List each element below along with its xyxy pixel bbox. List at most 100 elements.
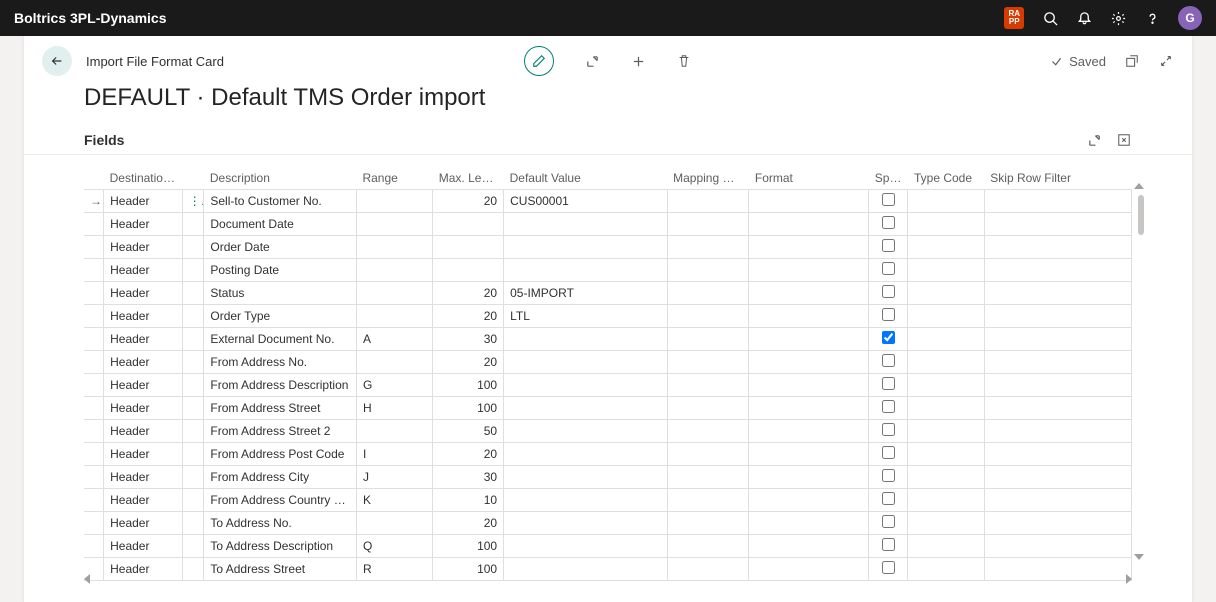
cell-split-doc[interactable]: [869, 534, 908, 557]
cell-max-length[interactable]: 100: [433, 373, 504, 396]
cell-destination-table[interactable]: Header: [104, 465, 182, 488]
table-row[interactable]: HeaderStatus2005-IMPORT: [84, 281, 1132, 304]
cell-default-value[interactable]: [504, 488, 668, 511]
cell-range[interactable]: [356, 419, 432, 442]
cell-skip-row-filter[interactable]: [984, 534, 1131, 557]
delete-icon[interactable]: [676, 53, 692, 69]
cell-range[interactable]: Q: [356, 534, 432, 557]
cell-default-value[interactable]: [504, 534, 668, 557]
cell-type-code[interactable]: [908, 373, 984, 396]
cell-mapping-code[interactable]: [667, 534, 749, 557]
cell-split-doc[interactable]: [869, 235, 908, 258]
cell-mapping-code[interactable]: [667, 396, 749, 419]
row-menu-button[interactable]: [182, 258, 204, 281]
row-menu-button[interactable]: [182, 465, 204, 488]
cell-range[interactable]: [356, 304, 432, 327]
cell-destination-table[interactable]: Header: [104, 534, 182, 557]
cell-default-value[interactable]: [504, 442, 668, 465]
cell-skip-row-filter[interactable]: [984, 189, 1131, 212]
cell-type-code[interactable]: [908, 396, 984, 419]
split-doc-checkbox[interactable]: [882, 308, 895, 321]
cell-destination-table[interactable]: Header: [104, 350, 182, 373]
table-row[interactable]: HeaderTo Address StreetR100: [84, 557, 1132, 580]
table-row[interactable]: HeaderFrom Address DescriptionG100: [84, 373, 1132, 396]
edit-button[interactable]: [524, 46, 554, 76]
cell-description[interactable]: Posting Date: [204, 258, 357, 281]
cell-split-doc[interactable]: [869, 212, 908, 235]
scroll-up-arrow[interactable]: [1134, 183, 1144, 189]
cell-max-length[interactable]: [433, 212, 504, 235]
table-row[interactable]: HeaderFrom Address Post CodeI20: [84, 442, 1132, 465]
cell-range[interactable]: A: [356, 327, 432, 350]
cell-mapping-code[interactable]: [667, 258, 749, 281]
table-row[interactable]: HeaderTo Address DescriptionQ100: [84, 534, 1132, 557]
cell-default-value[interactable]: [504, 212, 668, 235]
row-menu-button[interactable]: [182, 212, 204, 235]
cell-range[interactable]: [356, 258, 432, 281]
cell-split-doc[interactable]: [869, 373, 908, 396]
cell-default-value[interactable]: CUS00001: [504, 189, 668, 212]
split-doc-checkbox[interactable]: [882, 469, 895, 482]
cell-split-doc[interactable]: [869, 304, 908, 327]
cell-split-doc[interactable]: [869, 396, 908, 419]
table-row[interactable]: HeaderOrder Date: [84, 235, 1132, 258]
cell-format[interactable]: [749, 327, 869, 350]
cell-format[interactable]: [749, 442, 869, 465]
cell-mapping-code[interactable]: [667, 327, 749, 350]
cell-range[interactable]: [356, 350, 432, 373]
share-icon[interactable]: [584, 53, 600, 69]
cell-format[interactable]: [749, 488, 869, 511]
table-row[interactable]: →Header⋮Sell-to Customer No.20CUS00001: [84, 189, 1132, 212]
cell-skip-row-filter[interactable]: [984, 442, 1131, 465]
cell-max-length[interactable]: 20: [433, 350, 504, 373]
cell-format[interactable]: [749, 557, 869, 580]
table-row[interactable]: HeaderExternal Document No.A30: [84, 327, 1132, 350]
cell-range[interactable]: H: [356, 396, 432, 419]
cell-max-length[interactable]: 20: [433, 189, 504, 212]
cell-destination-table[interactable]: Header: [104, 281, 182, 304]
cell-skip-row-filter[interactable]: [984, 419, 1131, 442]
table-row[interactable]: HeaderFrom Address Street 250: [84, 419, 1132, 442]
collapse-icon[interactable]: [1158, 53, 1174, 69]
split-doc-checkbox[interactable]: [882, 515, 895, 528]
row-menu-button[interactable]: [182, 235, 204, 258]
app-launcher-badge[interactable]: RA PP: [1004, 7, 1024, 29]
cell-max-length[interactable]: 20: [433, 442, 504, 465]
cell-max-length[interactable]: 100: [433, 557, 504, 580]
cell-description[interactable]: From Address City: [204, 465, 357, 488]
col-default-value[interactable]: Default Value: [504, 155, 668, 189]
cell-type-code[interactable]: [908, 534, 984, 557]
cell-type-code[interactable]: [908, 350, 984, 373]
cell-type-code[interactable]: [908, 419, 984, 442]
cell-mapping-code[interactable]: [667, 488, 749, 511]
split-doc-checkbox[interactable]: [882, 262, 895, 275]
cell-skip-row-filter[interactable]: [984, 488, 1131, 511]
cell-description[interactable]: From Address Post Code: [204, 442, 357, 465]
cell-format[interactable]: [749, 396, 869, 419]
cell-mapping-code[interactable]: [667, 442, 749, 465]
cell-max-length[interactable]: 30: [433, 327, 504, 350]
split-doc-checkbox[interactable]: [882, 193, 895, 206]
pop-out-icon[interactable]: [1124, 53, 1140, 69]
cell-format[interactable]: [749, 212, 869, 235]
cell-range[interactable]: G: [356, 373, 432, 396]
row-menu-button[interactable]: [182, 304, 204, 327]
new-icon[interactable]: [630, 53, 646, 69]
split-doc-checkbox[interactable]: [882, 216, 895, 229]
row-menu-button[interactable]: [182, 419, 204, 442]
col-mapping-code[interactable]: Mapping Code: [667, 155, 749, 189]
cell-description[interactable]: Status: [204, 281, 357, 304]
cell-split-doc[interactable]: [869, 442, 908, 465]
cell-mapping-code[interactable]: [667, 281, 749, 304]
cell-split-doc[interactable]: [869, 350, 908, 373]
cell-max-length[interactable]: 20: [433, 281, 504, 304]
cell-split-doc[interactable]: [869, 327, 908, 350]
cell-mapping-code[interactable]: [667, 189, 749, 212]
cell-description[interactable]: From Address Country Co…: [204, 488, 357, 511]
cell-split-doc[interactable]: [869, 419, 908, 442]
cell-format[interactable]: [749, 189, 869, 212]
cell-default-value[interactable]: [504, 396, 668, 419]
cell-skip-row-filter[interactable]: [984, 281, 1131, 304]
cell-format[interactable]: [749, 465, 869, 488]
cell-range[interactable]: [356, 212, 432, 235]
